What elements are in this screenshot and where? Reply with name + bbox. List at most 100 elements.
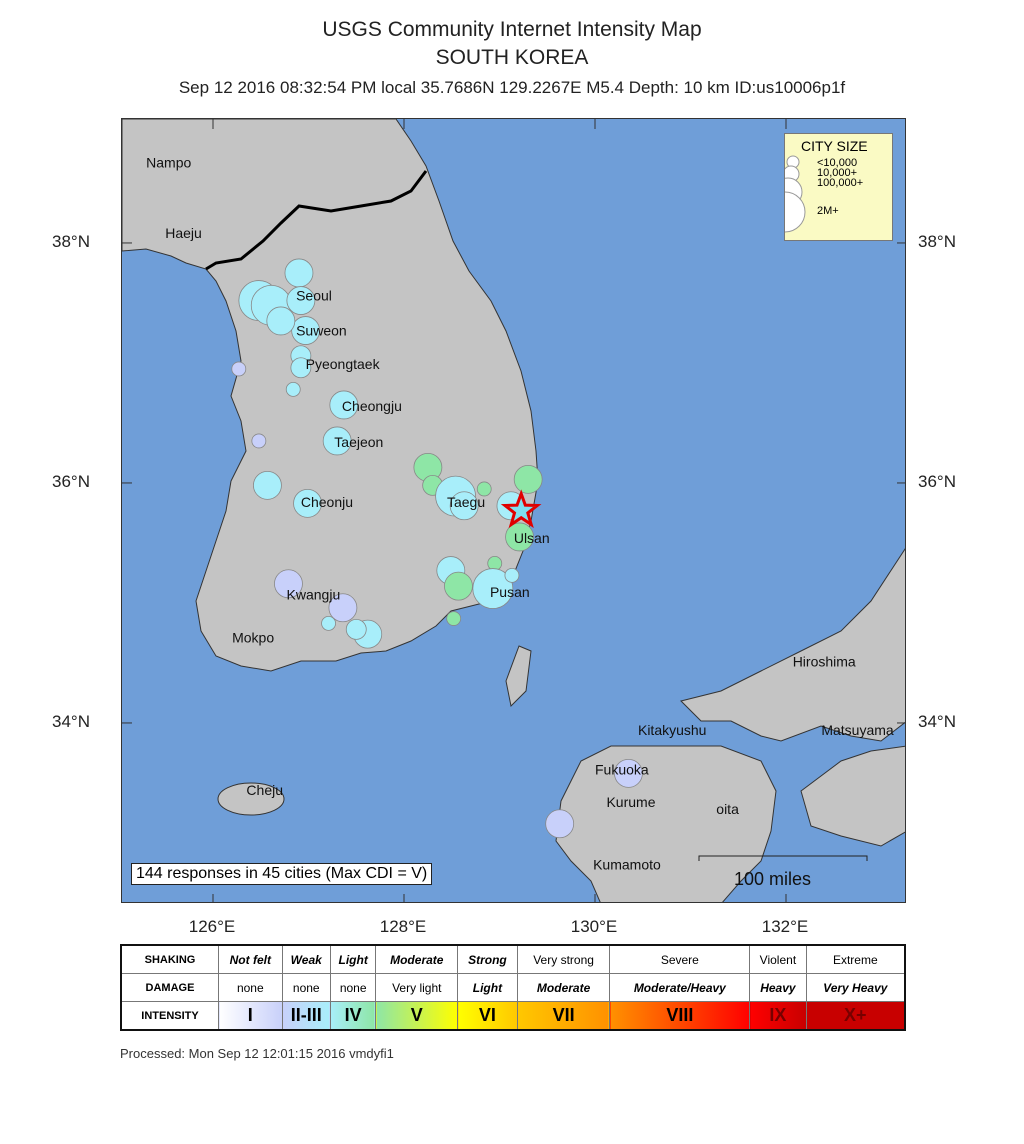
cheju-island [217, 782, 285, 816]
kyushu [555, 745, 777, 902]
city-size-title: CITY SIZE [801, 138, 868, 154]
latitude-label: 38°N [918, 231, 956, 251]
epicenter-star-icon [500, 489, 542, 529]
legend-intensity-cell: II-III [281, 1001, 331, 1031]
region-title: SOUTH KOREA [435, 46, 589, 69]
cdi-city-circle[interactable] [291, 316, 321, 345]
city-label: Hiroshima [793, 654, 856, 670]
city-label: Kitakyushu [638, 722, 706, 738]
intensity-map[interactable]: Nampo Haeju Seoul Suweon Pyeongtaek Cheongju T… [121, 118, 906, 903]
city-size-item: <10,000 [817, 157, 858, 169]
legend-intensity-cell: VI [457, 1001, 518, 1031]
cdi-city-circle[interactable] [286, 286, 316, 315]
legend-intensity-cell: I [218, 1001, 283, 1031]
city-label: Cheongju [342, 398, 402, 414]
city-label: Haeju [165, 225, 202, 241]
cdi-city-circle[interactable] [251, 433, 267, 449]
cdi-city-circle[interactable] [293, 488, 322, 518]
cdi-city-circle[interactable] [322, 426, 352, 456]
longitude-label: 130°E [570, 917, 618, 936]
legend-intensity-cell: VIII [609, 1001, 751, 1031]
city-label: Kwangju [287, 586, 341, 602]
city-label: Pusan [490, 584, 530, 600]
legend-damage-cell: Light [457, 973, 518, 1002]
cdi-city-circle[interactable] [446, 611, 462, 626]
city-label: Fukuoka [595, 762, 649, 778]
legend-shaking-cell: Severe [609, 944, 751, 974]
cdi-city-circle[interactable] [253, 470, 282, 500]
legend-damage-cell: Moderate [516, 973, 611, 1002]
cdi-city-circle[interactable] [328, 593, 358, 623]
cdi-city-circle[interactable] [321, 615, 336, 631]
city-label: oita [716, 801, 739, 817]
cdi-city-circle[interactable] [505, 522, 534, 552]
legend-intensity-cell: V [375, 1001, 459, 1031]
city-label: Matsuyama [821, 722, 894, 738]
legend-intensity-cell: IX [749, 1001, 807, 1031]
legend-intensity-cell: VII [516, 1001, 611, 1031]
legend-row-label: INTENSITY [120, 1001, 219, 1031]
cdi-city-circle[interactable] [329, 390, 359, 420]
shikoku [800, 745, 905, 847]
city-size-circles-icon [785, 155, 806, 233]
legend-shaking-cell: Not felt [218, 944, 283, 974]
cdi-city-circle[interactable] [266, 306, 296, 336]
honshu [680, 548, 905, 742]
cdi-city-circle[interactable] [284, 258, 314, 288]
legend-shaking-cell: Weak [281, 944, 331, 974]
cdi-city-circle[interactable] [231, 361, 247, 377]
legend-damage-cell: Moderate/Heavy [609, 973, 751, 1002]
legend-damage-cell: none [281, 973, 331, 1002]
legend-row-label: DAMAGE [120, 973, 219, 1002]
cdi-city-circle[interactable] [290, 357, 312, 379]
city-label: Nampo [146, 154, 191, 170]
cdi-city-circle[interactable] [345, 618, 367, 640]
legend-row-label: SHAKING [120, 944, 219, 974]
latitude-label: 34°N [52, 711, 90, 731]
city-size-item: 2M+ [817, 205, 839, 217]
scale-bar [698, 855, 868, 861]
cdi-city-circle[interactable] [449, 491, 479, 521]
cdi-city-circle[interactable] [513, 464, 543, 494]
map-canvas: Nampo Haeju Seoul Suweon Pyeongtaek Cheongju T… [122, 119, 905, 902]
legend-damage-cell: Very light [375, 973, 459, 1002]
responses-box: 144 responses in 45 cities (Max CDI = V) [131, 863, 433, 885]
legend-damage-cell: none [329, 973, 377, 1002]
city-label: Taejeon [334, 434, 383, 450]
city-label: Cheonju [301, 494, 353, 510]
longitude-label: 132°E [761, 917, 809, 936]
legend-shaking-cell: Violent [749, 944, 807, 974]
cdi-city-circle[interactable] [504, 567, 520, 583]
longitude-label: 128°E [379, 917, 427, 936]
cdi-city-circle[interactable] [614, 758, 643, 788]
cdi-city-circle[interactable] [472, 568, 514, 609]
legend-intensity-cell: X+ [805, 1001, 906, 1031]
tsushima-island [505, 645, 532, 708]
cdi-city-circle[interactable] [545, 809, 575, 839]
legend-intensity-cell: IV [329, 1001, 377, 1031]
city-label: Seoul [296, 288, 332, 304]
dmz-border [205, 170, 428, 271]
legend-shaking-cell: Extreme [805, 944, 906, 974]
cdi-city-circle[interactable] [476, 481, 492, 497]
city-label: Mokpo [232, 630, 274, 646]
city-label: Kurume [606, 794, 655, 810]
latitude-label: 34°N [918, 711, 956, 731]
city-label: Kumamoto [593, 856, 661, 872]
city-label: Ulsan [514, 530, 550, 546]
cdi-city-circle[interactable] [274, 569, 303, 599]
legend-damage-cell: Heavy [749, 973, 807, 1002]
latitude-label: 36°N [918, 471, 956, 491]
legend-shaking-cell: Strong [457, 944, 518, 974]
cdi-city-circle[interactable] [285, 381, 301, 397]
legend-shaking-cell: Very strong [516, 944, 611, 974]
scale-label: 100 miles [734, 869, 812, 889]
intensity-legend: SHAKING Not felt Weak Light Moderate Strong Ve… [120, 944, 906, 1031]
cdi-city-circle[interactable] [444, 571, 473, 601]
city-size-legend: CITY SIZE <10,000 10,000+ 100,000+ 2M+ [784, 133, 893, 241]
legend-damage-cell: none [218, 973, 283, 1002]
city-size-item: 10,000+ [817, 167, 858, 179]
processed-timestamp: Processed: Mon Sep 12 12:01:15 2016 vmdy… [120, 1046, 394, 1061]
legend-shaking-cell: Light [329, 944, 377, 974]
legend-shaking-cell: Moderate [375, 944, 459, 974]
